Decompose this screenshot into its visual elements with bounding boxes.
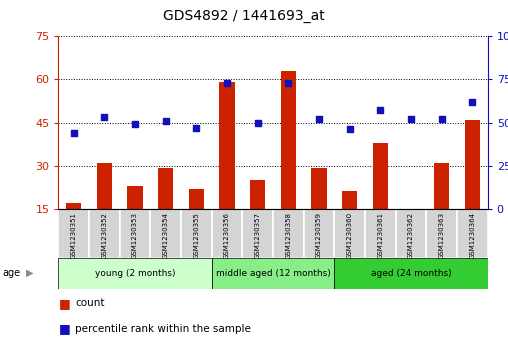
Bar [273, 209, 304, 258]
Text: count: count [75, 298, 105, 308]
Bar [89, 209, 120, 258]
Bar [97, 163, 112, 209]
Bar [150, 209, 181, 258]
Text: GSM1230364: GSM1230364 [469, 212, 475, 259]
Text: age: age [3, 268, 21, 278]
Point [437, 116, 446, 122]
Bar [120, 209, 150, 258]
Point [284, 80, 293, 86]
Bar [128, 186, 143, 209]
Text: middle aged (12 months): middle aged (12 months) [216, 269, 330, 278]
Bar [66, 203, 81, 209]
Point [407, 116, 415, 122]
Bar [396, 209, 426, 258]
Point [162, 118, 170, 124]
Text: aged (24 months): aged (24 months) [371, 269, 451, 278]
Point [376, 107, 385, 113]
Bar [281, 71, 296, 209]
Bar [465, 120, 480, 209]
Point [70, 130, 78, 136]
Text: GSM1230361: GSM1230361 [377, 212, 384, 259]
Text: GSM1230363: GSM1230363 [439, 212, 444, 259]
Bar [403, 209, 419, 212]
Bar [426, 209, 457, 258]
Text: GSM1230362: GSM1230362 [408, 212, 414, 259]
Text: GSM1230354: GSM1230354 [163, 212, 169, 258]
Bar [250, 180, 265, 209]
Point [253, 119, 262, 125]
Bar [311, 168, 327, 209]
Point [101, 114, 109, 120]
Text: GSM1230359: GSM1230359 [316, 212, 322, 259]
Bar [181, 209, 212, 258]
Bar [365, 209, 396, 258]
Bar [242, 209, 273, 258]
Bar [189, 189, 204, 209]
Text: ▶: ▶ [26, 268, 34, 278]
Text: GSM1230352: GSM1230352 [102, 212, 107, 258]
Bar [434, 163, 450, 209]
Text: GSM1230356: GSM1230356 [224, 212, 230, 259]
Point [131, 121, 139, 127]
Text: ■: ■ [58, 297, 70, 310]
Text: percentile rank within the sample: percentile rank within the sample [75, 323, 251, 334]
Point [193, 125, 201, 131]
Text: GSM1230357: GSM1230357 [255, 212, 261, 259]
Bar [342, 192, 357, 209]
Text: ■: ■ [58, 322, 70, 335]
Bar [304, 209, 334, 258]
Text: GDS4892 / 1441693_at: GDS4892 / 1441693_at [163, 9, 325, 23]
Bar [373, 143, 388, 209]
Bar [158, 168, 173, 209]
Bar [58, 209, 89, 258]
Text: GSM1230353: GSM1230353 [132, 212, 138, 259]
Point [468, 99, 477, 105]
Point [345, 127, 354, 132]
Text: young (2 months): young (2 months) [95, 269, 175, 278]
Text: GSM1230355: GSM1230355 [194, 212, 200, 258]
Bar [457, 209, 488, 258]
Text: GSM1230360: GSM1230360 [346, 212, 353, 259]
Text: GSM1230351: GSM1230351 [71, 212, 77, 259]
Bar [334, 209, 365, 258]
Point [315, 116, 323, 122]
Bar [212, 258, 334, 289]
Bar [58, 258, 212, 289]
Bar [219, 82, 235, 209]
Text: GSM1230358: GSM1230358 [285, 212, 292, 259]
Bar [334, 258, 488, 289]
Point [223, 80, 231, 86]
Bar [212, 209, 242, 258]
